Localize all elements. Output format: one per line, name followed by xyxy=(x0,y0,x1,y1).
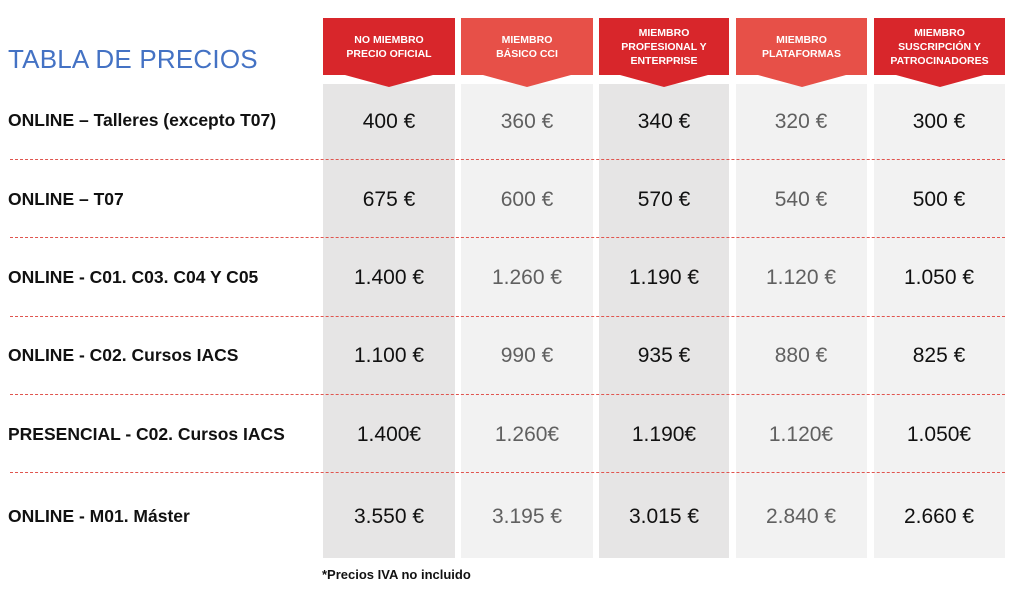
header-arrow xyxy=(345,75,433,87)
price-cell: 1.050€ xyxy=(906,423,972,446)
price-cell: 2.660 € xyxy=(903,505,975,528)
price-cell: 1.050 € xyxy=(903,266,975,289)
price-cell: 1.190 € xyxy=(628,266,700,289)
column-header-label: MIEMBRO PLATAFORMAS xyxy=(762,33,841,60)
price-cell: 1.100 € xyxy=(353,344,425,367)
price-cell: 540 € xyxy=(774,188,828,211)
price-cell: 570 € xyxy=(637,188,691,211)
price-cell: 1.120€ xyxy=(768,423,834,446)
price-cell: 360 € xyxy=(500,110,554,133)
price-cell: 320 € xyxy=(774,110,828,133)
price-cell: 990 € xyxy=(500,344,554,367)
row-divider xyxy=(10,316,1005,317)
price-cell: 600 € xyxy=(500,188,554,211)
column-header-miembro-basico: MIEMBRO BÁSICO CCI xyxy=(461,18,593,87)
price-cell: 675 € xyxy=(362,188,416,211)
column-header-label: NO MIEMBRO Precio oficial xyxy=(346,33,432,60)
column-header-label: MIEMBRO PROFESIONAL Y ENTERPRISE xyxy=(621,26,707,67)
price-cell: 1.400 € xyxy=(353,266,425,289)
price-cell: 3.195 € xyxy=(491,505,563,528)
row-label: PRESENCIAL - C02. Cursos IACS xyxy=(8,424,285,444)
column-header-label: MIEMBRO SUSCRIPCIÓN Y PATROCINADORES xyxy=(890,26,989,67)
column-header-label: MIEMBRO BÁSICO CCI xyxy=(496,33,558,60)
header-arrow xyxy=(895,75,984,87)
header-arrow xyxy=(620,75,708,87)
price-cell: 1.120 € xyxy=(765,266,837,289)
column-header-no-miembro: NO MIEMBRO Precio oficial xyxy=(323,18,455,87)
column-background-miembro-profesional xyxy=(599,84,729,558)
row-label: ONLINE - C01. C03. C04 Y C05 xyxy=(8,267,259,287)
price-cell: 825 € xyxy=(912,344,966,367)
row-label: ONLINE - C02. Cursos IACS xyxy=(8,345,239,365)
row-divider xyxy=(10,394,1005,395)
price-cell: 2.840 € xyxy=(765,505,837,528)
price-cell: 880 € xyxy=(774,344,828,367)
header-arrow xyxy=(757,75,846,87)
header-arrow xyxy=(483,75,571,87)
row-divider xyxy=(10,237,1005,238)
price-cell: 935 € xyxy=(637,344,691,367)
column-header-miembro-suscripcion: MIEMBRO SUSCRIPCIÓN Y PATROCINADORES xyxy=(874,18,1005,87)
price-cell: 1.260€ xyxy=(494,423,560,446)
footnote: *Precios IVA no incluido xyxy=(322,567,471,582)
column-background-no-miembro xyxy=(323,84,455,558)
price-cell: 3.015 € xyxy=(628,505,700,528)
price-cell: 400 € xyxy=(362,110,416,133)
row-divider xyxy=(10,159,1005,160)
price-cell: 1.190€ xyxy=(631,423,697,446)
column-background-miembro-suscripcion xyxy=(874,84,1005,558)
price-cell: 500 € xyxy=(912,188,966,211)
price-cell: 3.550 € xyxy=(353,505,425,528)
page-title: TABLA DE PRECIOS xyxy=(8,44,258,74)
row-label: ONLINE - M01. Máster xyxy=(8,506,190,526)
column-header-miembro-profesional: MIEMBRO PROFESIONAL Y ENTERPRISE xyxy=(599,18,729,87)
column-background-miembro-basico xyxy=(461,84,593,558)
price-cell: 300 € xyxy=(912,110,966,133)
row-divider xyxy=(10,472,1005,473)
row-label: ONLINE – T07 xyxy=(8,189,124,209)
row-label: ONLINE – Talleres (excepto T07) xyxy=(8,110,277,130)
price-cell: 1.400€ xyxy=(356,423,422,446)
column-header-miembro-plataformas: MIEMBRO PLATAFORMAS xyxy=(736,18,867,87)
column-background-miembro-plataformas xyxy=(736,84,867,558)
price-cell: 1.260 € xyxy=(491,266,563,289)
price-cell: 340 € xyxy=(637,110,691,133)
